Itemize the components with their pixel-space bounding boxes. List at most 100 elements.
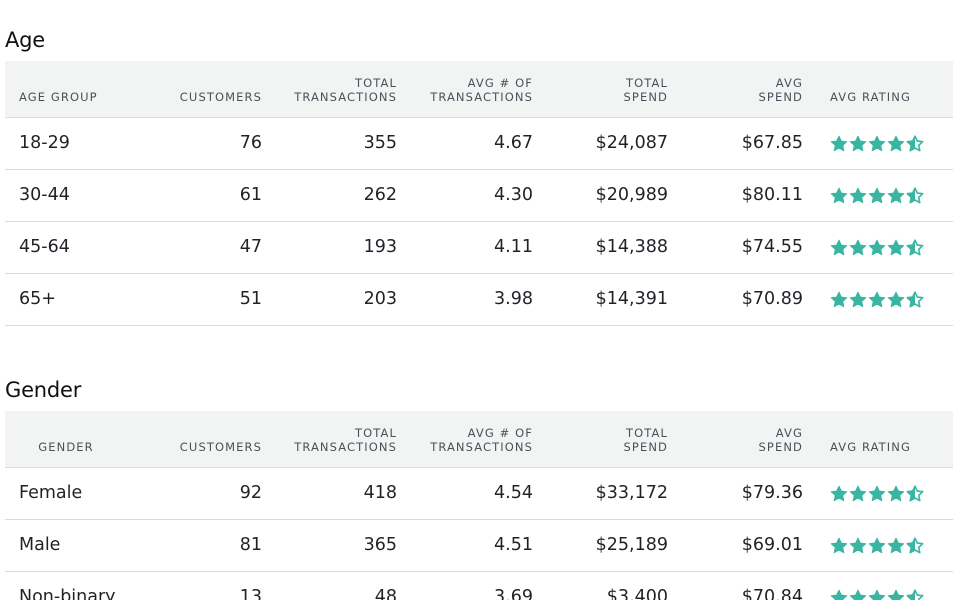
row-avg-rating <box>803 221 953 274</box>
star-full-icon <box>887 187 905 204</box>
star-full-icon <box>849 239 867 256</box>
star-full-icon <box>868 187 886 204</box>
star-full-icon <box>830 239 848 256</box>
gender-table: GENDER CUSTOMERS TOTAL TRANSACTIONS AVG #… <box>5 411 953 600</box>
table-row[interactable]: 30-44 61 262 4.30 $20,989 $80.11 <box>5 169 953 222</box>
gender-table-body: Female 92 418 4.54 $33,172 $79.36 Male 81 365 4.5… <box>5 467 953 600</box>
column-header-avg-transactions[interactable]: AVG # OF TRANSACTIONS <box>397 411 533 468</box>
age-section-title: Age <box>5 28 46 52</box>
row-customers: 47 <box>127 221 262 274</box>
table-row[interactable]: Female 92 418 4.54 $33,172 $79.36 <box>5 467 953 520</box>
star-full-icon <box>868 135 886 152</box>
row-total-spend: $33,172 <box>533 467 668 520</box>
star-full-icon <box>887 537 905 554</box>
row-group-label: 18-29 <box>5 117 127 170</box>
row-avg-spend: $80.11 <box>668 169 803 222</box>
row-avg-transactions: 4.11 <box>397 221 533 274</box>
row-avg-rating <box>803 169 953 222</box>
star-full-icon <box>830 135 848 152</box>
column-header-avg-rating[interactable]: AVG RATING <box>803 61 953 118</box>
star-full-icon <box>830 187 848 204</box>
column-header-avg-spend[interactable]: AVG SPEND <box>668 411 803 468</box>
star-full-icon <box>849 485 867 502</box>
column-header-age-group[interactable]: AGE GROUP <box>5 61 127 118</box>
row-total-spend: $20,989 <box>533 169 668 222</box>
age-table-header-row: AGE GROUP CUSTOMERS TOTAL TRANSACTIONS AV… <box>5 61 953 118</box>
age-section: Age AGE GROUP CUSTOMERS TOTAL TRANSACTION… <box>5 25 953 326</box>
column-header-gender[interactable]: GENDER <box>5 411 127 468</box>
row-total-transactions: 365 <box>262 519 397 572</box>
row-avg-rating <box>803 467 953 520</box>
star-full-icon <box>849 291 867 308</box>
row-customers: 13 <box>127 571 262 600</box>
star-full-icon <box>830 291 848 308</box>
table-row[interactable]: 18-29 76 355 4.67 $24,087 $67.85 <box>5 117 953 170</box>
row-avg-transactions: 4.30 <box>397 169 533 222</box>
star-full-icon <box>887 589 905 600</box>
column-header-avg-rating[interactable]: AVG RATING <box>803 411 953 468</box>
star-full-icon <box>849 537 867 554</box>
gender-table-header-row: GENDER CUSTOMERS TOTAL TRANSACTIONS AVG #… <box>5 411 953 468</box>
star-rating <box>830 290 924 308</box>
row-avg-spend: $69.01 <box>668 519 803 572</box>
star-full-icon <box>830 537 848 554</box>
table-row[interactable]: Male 81 365 4.51 $25,189 $69.01 <box>5 519 953 572</box>
star-full-icon <box>849 187 867 204</box>
row-total-spend: $25,189 <box>533 519 668 572</box>
row-avg-spend: $70.89 <box>668 273 803 326</box>
row-group-label: 45-64 <box>5 221 127 274</box>
row-total-transactions: 262 <box>262 169 397 222</box>
star-rating <box>830 484 924 502</box>
star-full-icon <box>887 485 905 502</box>
row-avg-transactions: 4.51 <box>397 519 533 572</box>
row-group-label: 30-44 <box>5 169 127 222</box>
row-total-transactions: 418 <box>262 467 397 520</box>
table-row[interactable]: Non-binary 13 48 3.69 $3,400 $70.84 <box>5 571 953 600</box>
column-header-avg-transactions[interactable]: AVG # OF TRANSACTIONS <box>397 61 533 118</box>
star-half-icon <box>906 588 924 600</box>
star-full-icon <box>868 485 886 502</box>
column-header-customers[interactable]: CUSTOMERS <box>127 61 262 118</box>
row-total-transactions: 48 <box>262 571 397 600</box>
row-avg-spend: $67.85 <box>668 117 803 170</box>
age-table: AGE GROUP CUSTOMERS TOTAL TRANSACTIONS AV… <box>5 61 953 326</box>
star-half-icon <box>906 186 924 204</box>
row-total-transactions: 203 <box>262 273 397 326</box>
row-avg-rating <box>803 571 953 600</box>
row-avg-transactions: 3.69 <box>397 571 533 600</box>
row-customers: 61 <box>127 169 262 222</box>
star-full-icon <box>830 485 848 502</box>
row-group-label: Female <box>5 467 127 520</box>
column-header-total-transactions[interactable]: TOTAL TRANSACTIONS <box>262 411 397 468</box>
star-rating <box>830 238 924 256</box>
gender-section: Gender GENDER CUSTOMERS TOTAL TRANSACTION… <box>5 375 953 600</box>
column-header-total-transactions[interactable]: TOTAL TRANSACTIONS <box>262 61 397 118</box>
row-customers: 81 <box>127 519 262 572</box>
row-avg-transactions: 4.54 <box>397 467 533 520</box>
star-full-icon <box>849 589 867 600</box>
row-group-label: Non-binary <box>5 571 127 600</box>
row-avg-spend: $70.84 <box>668 571 803 600</box>
row-avg-rating <box>803 117 953 170</box>
column-header-avg-spend[interactable]: AVG SPEND <box>668 61 803 118</box>
star-half-icon <box>906 290 924 308</box>
star-half-icon <box>906 134 924 152</box>
table-row[interactable]: 45-64 47 193 4.11 $14,388 $74.55 <box>5 221 953 274</box>
row-avg-transactions: 3.98 <box>397 273 533 326</box>
star-full-icon <box>868 291 886 308</box>
table-row[interactable]: 65+ 51 203 3.98 $14,391 $70.89 <box>5 273 953 326</box>
star-rating <box>830 134 924 152</box>
star-full-icon <box>887 291 905 308</box>
row-avg-rating <box>803 273 953 326</box>
star-full-icon <box>849 135 867 152</box>
column-header-total-spend[interactable]: TOTAL SPEND <box>533 411 668 468</box>
gender-section-title: Gender <box>5 378 82 402</box>
star-half-icon <box>906 536 924 554</box>
column-header-total-spend[interactable]: TOTAL SPEND <box>533 61 668 118</box>
column-header-customers[interactable]: CUSTOMERS <box>127 411 262 468</box>
row-total-transactions: 193 <box>262 221 397 274</box>
star-rating <box>830 588 924 600</box>
row-total-spend: $14,391 <box>533 273 668 326</box>
star-full-icon <box>887 239 905 256</box>
